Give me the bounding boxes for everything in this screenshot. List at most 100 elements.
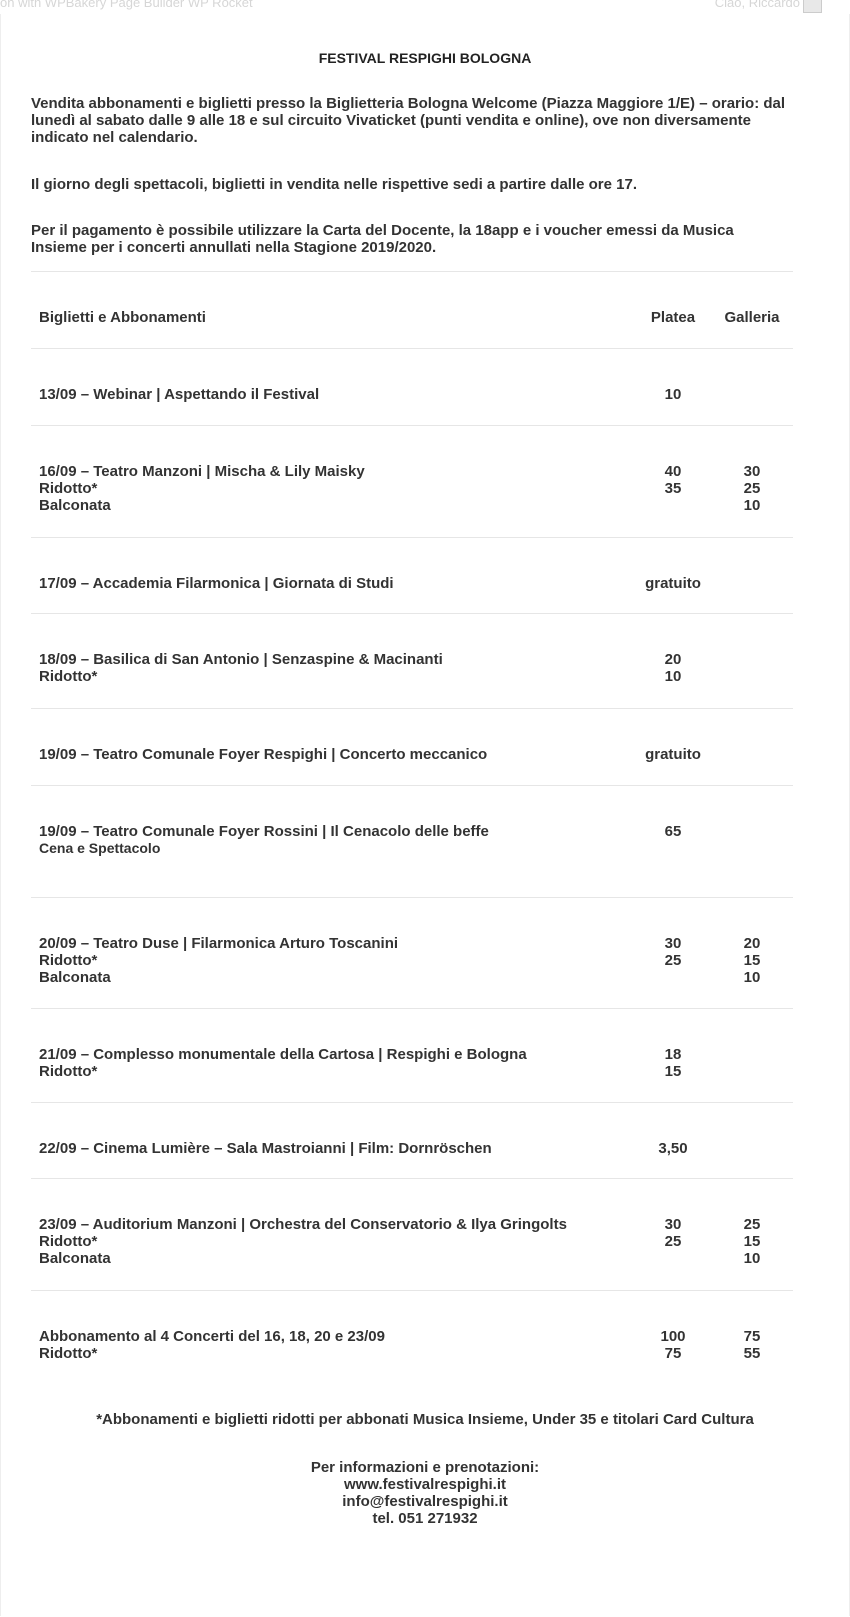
table-row: 22/09 – Cinema Lumière – Sala Mastroiann… (31, 1103, 793, 1179)
row-line: 17/09 – Accademia Filarmonica | Giornata… (31, 575, 793, 592)
row-label: 22/09 – Cinema Lumière – Sala Mastroiann… (39, 1140, 492, 1157)
galleria-price: 75 (743, 1328, 761, 1345)
phone-number: tel. 051 271932 (372, 1510, 478, 1527)
platea-price: 20 (664, 651, 682, 668)
row-line: Abbonamento al 4 Concerti del 16, 18, 20… (31, 1328, 793, 1345)
website-link[interactable]: www.festivalrespighi.it (344, 1476, 506, 1493)
platea-price: gratuito (645, 746, 701, 763)
page-title: FESTIVAL RESPIGHI BOLOGNA (318, 50, 532, 66)
platea-price: 65 (664, 823, 682, 840)
row-label: Ridotto* (39, 1063, 98, 1080)
galleria-price: 55 (743, 1345, 761, 1362)
price-table: Biglietti e Abbonamenti Platea Galleria … (31, 271, 793, 1391)
table-row: 13/09 – Webinar | Aspettando il Festival… (31, 349, 793, 426)
admin-bar: on with WPBakery Page Builder WP Rocket … (0, 0, 850, 14)
row-line: Balconata 10 (31, 969, 793, 986)
show-day-info: Il giorno degli spettacoli, biglietti in… (31, 176, 637, 193)
table-row: 18/09 – Basilica di San Antonio | Senzas… (31, 614, 793, 709)
row-label: 19/09 – Teatro Comunale Foyer Respighi |… (39, 746, 488, 763)
galleria-price: 20 (743, 935, 761, 952)
row-label: 17/09 – Accademia Filarmonica | Giornata… (39, 575, 394, 592)
table-row: 19/09 – Teatro Comunale Foyer Respighi |… (31, 709, 793, 786)
platea-price: 18 (664, 1046, 682, 1063)
row-label: 16/09 – Teatro Manzoni | Mischa & Lily M… (39, 463, 365, 480)
platea-price: 30 (664, 1216, 682, 1233)
platea-price: 25 (664, 1233, 682, 1250)
table-row: 17/09 – Accademia Filarmonica | Giornata… (31, 538, 793, 614)
platea-price: 30 (664, 935, 682, 952)
avatar[interactable] (803, 0, 822, 13)
row-line: Ridotto* 15 (31, 1063, 793, 1080)
platea-price: 75 (664, 1345, 682, 1362)
platea-price: 10 (664, 386, 682, 403)
row-label: 20/09 – Teatro Duse | Filarmonica Arturo… (39, 935, 399, 952)
row-line: Cena e Spettacolo (31, 840, 793, 857)
reduced-price-note: *Abbonamenti e biglietti ridotti per abb… (96, 1411, 754, 1428)
sales-info: Vendita abbonamenti e biglietti presso l… (31, 95, 786, 146)
table-row: 19/09 – Teatro Comunale Foyer Rossini | … (31, 786, 793, 898)
platea-price: 100 (660, 1328, 686, 1345)
table-header: Biglietti e Abbonamenti Platea Galleria (31, 272, 793, 349)
table-row: 21/09 – Complesso monumentale della Cart… (31, 1009, 793, 1103)
row-line: Balconata 10 (31, 1250, 793, 1267)
table-row: 23/09 – Auditorium Manzoni | Orchestra d… (31, 1179, 793, 1291)
galleria-price: 10 (743, 1250, 761, 1267)
contact-heading: Per informazioni e prenotazioni: (310, 1459, 540, 1476)
contact-info: Per informazioni e prenotazioni: www.fes… (0, 1459, 850, 1527)
row-label: Ridotto* (39, 668, 98, 685)
row-line: 22/09 – Cinema Lumière – Sala Mastroiann… (31, 1140, 793, 1157)
row-line: 13/09 – Webinar | Aspettando il Festival… (31, 386, 793, 403)
row-line: Balconata 10 (31, 497, 793, 514)
row-line: 19/09 – Teatro Comunale Foyer Rossini | … (31, 823, 793, 840)
row-line: 23/09 – Auditorium Manzoni | Orchestra d… (31, 1216, 793, 1233)
galleria-price: 15 (743, 952, 761, 969)
row-label: Balconata (39, 1250, 111, 1267)
table-row: Abbonamento al 4 Concerti del 16, 18, 20… (31, 1291, 793, 1391)
platea-price: 10 (664, 668, 682, 685)
row-line: Ridotto* 25 15 (31, 952, 793, 969)
row-label: Ridotto* (39, 1233, 98, 1250)
platea-price: 3,50 (658, 1140, 688, 1157)
row-line: Ridotto* 35 25 (31, 480, 793, 497)
galleria-price: 30 (743, 463, 761, 480)
row-label: Abbonamento al 4 Concerti del 16, 18, 20… (39, 1328, 385, 1345)
platea-price: 35 (664, 480, 682, 497)
row-label: Ridotto* (39, 952, 98, 969)
row-line: 21/09 – Complesso monumentale della Cart… (31, 1046, 793, 1063)
row-label: 19/09 – Teatro Comunale Foyer Rossini | … (39, 823, 489, 840)
row-line: 19/09 – Teatro Comunale Foyer Respighi |… (31, 746, 793, 763)
row-label: Balconata (39, 969, 111, 986)
platea-price: 25 (664, 952, 682, 969)
header-label: Biglietti e Abbonamenti (39, 309, 206, 326)
platea-price: 40 (664, 463, 682, 480)
galleria-price: 10 (743, 497, 761, 514)
table-row: 20/09 – Teatro Duse | Filarmonica Arturo… (31, 898, 793, 1009)
row-line: 20/09 – Teatro Duse | Filarmonica Arturo… (31, 935, 793, 952)
galleria-price: 25 (743, 1216, 761, 1233)
header-galleria: Galleria (724, 309, 780, 326)
row-line: Ridotto* 75 55 (31, 1345, 793, 1362)
row-label: Ridotto* (39, 1345, 98, 1362)
row-label: Balconata (39, 497, 111, 514)
row-label: 13/09 – Webinar | Aspettando il Festival (39, 386, 320, 403)
row-label: Ridotto* (39, 480, 98, 497)
galleria-price: 15 (743, 1233, 761, 1250)
row-label: 23/09 – Auditorium Manzoni | Orchestra d… (39, 1216, 567, 1233)
row-line: Ridotto* 10 (31, 668, 793, 685)
table-row: 16/09 – Teatro Manzoni | Mischa & Lily M… (31, 426, 793, 538)
platea-price: 15 (664, 1063, 682, 1080)
row-line: Ridotto* 25 15 (31, 1233, 793, 1250)
email-link[interactable]: info@festivalrespighi.it (342, 1493, 508, 1510)
galleria-price: 25 (743, 480, 761, 497)
row-line: 18/09 – Basilica di San Antonio | Senzas… (31, 651, 793, 668)
admin-bar-links[interactable]: on with WPBakery Page Builder WP Rocket (0, 0, 253, 10)
row-line: 16/09 – Teatro Manzoni | Mischa & Lily M… (31, 463, 793, 480)
row-label: 21/09 – Complesso monumentale della Cart… (39, 1046, 527, 1063)
user-greeting[interactable]: Ciao, Riccardo (714, 0, 800, 10)
payment-info: Per il pagamento è possibile utilizzare … (31, 222, 734, 256)
header-platea: Platea (650, 309, 696, 326)
row-label: Cena e Spettacolo (39, 840, 161, 856)
galleria-price: 10 (743, 969, 761, 986)
row-label: 18/09 – Basilica di San Antonio | Senzas… (39, 651, 443, 668)
platea-price: gratuito (645, 575, 701, 592)
